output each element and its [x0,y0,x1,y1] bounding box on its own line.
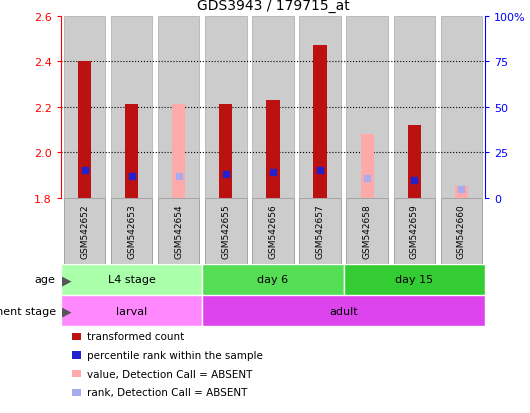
Text: GSM542660: GSM542660 [457,204,466,258]
Text: percentile rank within the sample: percentile rank within the sample [87,350,263,360]
Text: ▶: ▶ [62,304,72,317]
Text: day 15: day 15 [395,275,434,285]
Bar [125,105,138,198]
Bar [252,17,294,198]
Bar [408,126,421,198]
Bar [111,198,152,264]
Text: larval: larval [116,306,147,316]
Bar [455,187,468,198]
Bar [394,17,435,198]
Bar [313,46,326,198]
Text: age: age [35,275,56,285]
Bar [61,295,202,326]
Bar [78,62,91,198]
Text: GSM542655: GSM542655 [222,204,231,258]
Bar [205,17,246,198]
Text: transformed count: transformed count [87,332,184,342]
Bar [219,105,233,198]
Text: GSM542654: GSM542654 [174,204,183,258]
Bar [299,198,341,264]
Bar [347,198,388,264]
Text: value, Detection Call = ABSENT: value, Detection Call = ABSENT [87,369,253,379]
Bar [64,17,105,198]
Bar [360,135,374,198]
Bar [347,17,388,198]
Text: rank, Detection Call = ABSENT: rank, Detection Call = ABSENT [87,387,248,397]
Text: development stage: development stage [0,306,56,316]
Text: L4 stage: L4 stage [108,275,155,285]
Bar [440,198,482,264]
Bar [205,198,246,264]
Bar [394,198,435,264]
Bar [343,264,485,295]
Text: adult: adult [329,306,358,316]
Bar [202,264,343,295]
Text: GSM542657: GSM542657 [315,204,324,258]
Text: GSM542656: GSM542656 [269,204,277,258]
Bar [299,17,341,198]
Text: GSM542653: GSM542653 [127,204,136,258]
Bar [440,17,482,198]
Bar [158,198,199,264]
Bar [252,198,294,264]
Text: ▶: ▶ [62,273,72,286]
Text: day 6: day 6 [258,275,288,285]
Bar [267,100,279,198]
Bar [202,295,485,326]
Bar [61,264,202,295]
Text: GSM542658: GSM542658 [363,204,372,258]
Bar [111,17,152,198]
Bar [64,198,105,264]
Text: GSM542652: GSM542652 [80,204,89,258]
Text: GSM542659: GSM542659 [410,204,419,258]
Bar [158,17,199,198]
Title: GDS3943 / 179715_at: GDS3943 / 179715_at [197,0,349,13]
Bar [172,105,185,198]
